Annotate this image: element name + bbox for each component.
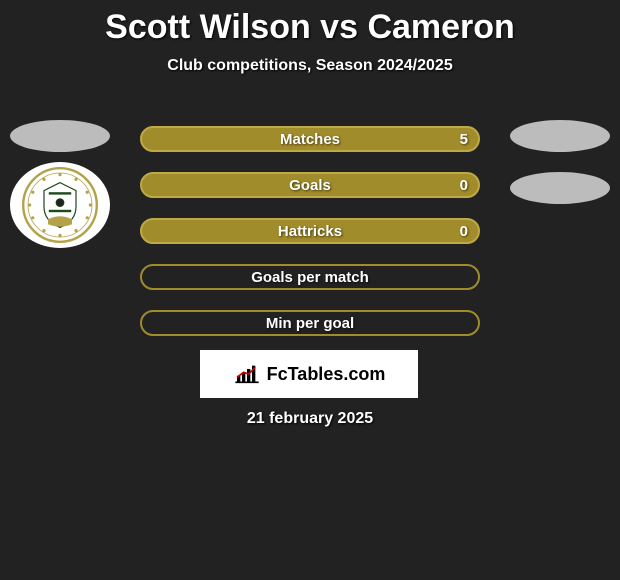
stat-bar: Min per goal bbox=[140, 310, 480, 336]
player-left-photo-placeholder bbox=[10, 120, 110, 152]
stat-value-right: 5 bbox=[460, 131, 468, 148]
stat-bar: Goals per match bbox=[140, 264, 480, 290]
stat-label: Min per goal bbox=[266, 315, 354, 332]
stat-label: Matches bbox=[280, 131, 340, 148]
stat-bar: Hattricks 0 bbox=[140, 218, 480, 244]
stat-label: Hattricks bbox=[278, 223, 342, 240]
stat-label: Goals per match bbox=[251, 269, 369, 286]
footer-brand-text: FcTables.com bbox=[267, 364, 386, 385]
stat-value-right: 0 bbox=[460, 177, 468, 194]
player-left-column bbox=[10, 120, 110, 220]
footer-brand-badge: FcTables.com bbox=[200, 350, 418, 398]
stat-label: Goals bbox=[289, 177, 331, 194]
player-right-photo-placeholder bbox=[510, 120, 610, 152]
player-right-club-placeholder bbox=[510, 172, 610, 204]
stat-bar: Matches 5 bbox=[140, 126, 480, 152]
bar-chart-icon bbox=[233, 364, 261, 384]
club-crest-icon bbox=[20, 165, 100, 245]
page-title: Scott Wilson vs Cameron bbox=[0, 0, 620, 47]
player-left-club-badge bbox=[10, 162, 110, 248]
stat-value-right: 0 bbox=[460, 223, 468, 240]
player-right-column bbox=[510, 120, 610, 220]
stats-bars: Matches 5 Goals 0 Hattricks 0 Goals per match M… bbox=[140, 126, 480, 356]
subtitle: Club competitions, Season 2024/2025 bbox=[0, 57, 620, 75]
stat-bar: Goals 0 bbox=[140, 172, 480, 198]
date-text: 21 february 2025 bbox=[0, 410, 620, 428]
